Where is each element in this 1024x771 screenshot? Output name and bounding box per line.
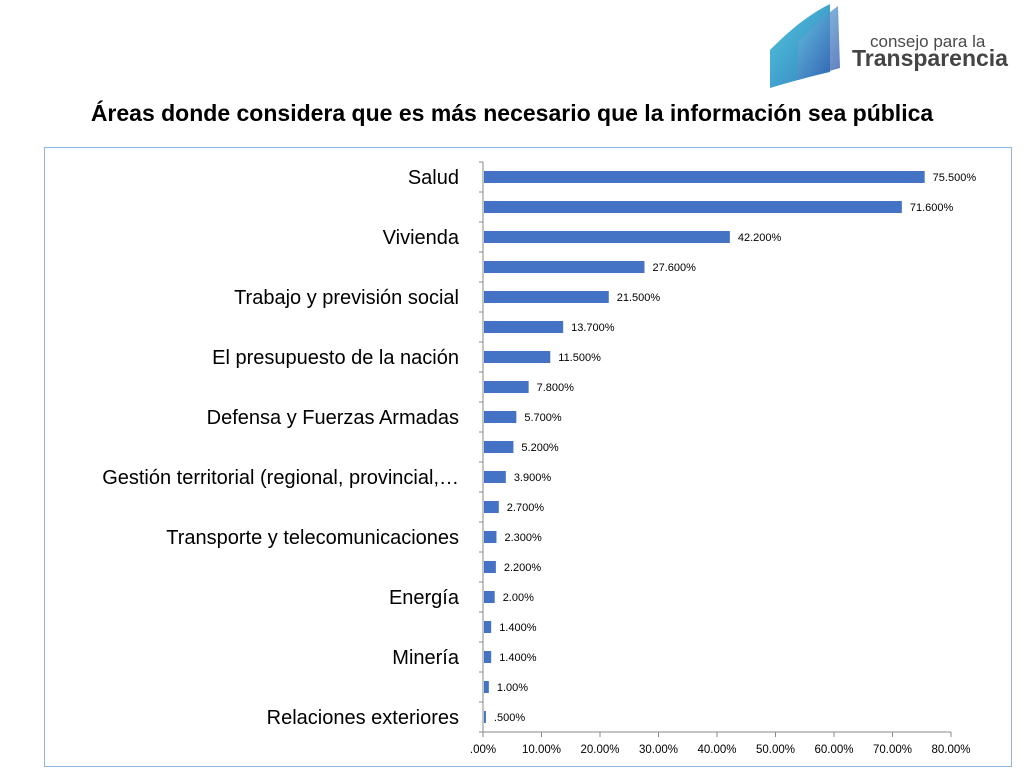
bar (484, 591, 495, 603)
data-label: 5.700% (524, 412, 562, 424)
bar-chart: 75.500% Salud 71.600% 42.200% Vivienda 27.600… (102, 161, 977, 756)
x-tick-label: 20.00% (580, 744, 619, 756)
bar (484, 681, 489, 693)
bar (484, 471, 506, 483)
data-label: .500% (494, 712, 525, 724)
category-label: Gestión territorial (regional, provincia… (102, 467, 459, 489)
x-tick-label: 80.00% (931, 744, 970, 756)
data-label: 2.300% (504, 532, 542, 544)
data-label: 2.200% (504, 562, 542, 574)
data-label: 7.800% (537, 382, 575, 394)
data-label: 2.00% (503, 592, 534, 604)
bar (484, 561, 496, 573)
category-label: Transporte y telecomunicaciones (166, 527, 459, 549)
bar (484, 501, 499, 513)
x-tick-label: 60.00% (814, 744, 853, 756)
bar (484, 411, 517, 423)
bar (484, 231, 730, 243)
category-label: Trabajo y previsión social (234, 287, 459, 309)
bar (484, 711, 486, 723)
x-tick-label: 10.00% (522, 744, 561, 756)
bar (484, 531, 497, 543)
data-label: 3.900% (514, 472, 552, 484)
x-tick-label: 70.00% (873, 744, 912, 756)
bar (484, 321, 564, 333)
consejo-transparencia-logo (770, 4, 840, 88)
x-tick-label: 40.00% (697, 744, 736, 756)
data-label: 1.00% (497, 682, 528, 694)
chart-frame: 75.500% Salud 71.600% 42.200% Vivienda 27.600… (44, 147, 1012, 767)
bar (484, 621, 492, 633)
bar (484, 171, 925, 183)
data-label: 5.200% (521, 442, 559, 454)
logo-text-line2: Transparencia (852, 45, 1008, 71)
category-label: El presupuesto de la nación (212, 347, 459, 369)
category-label: Minería (392, 647, 460, 669)
bar (484, 381, 529, 393)
bar (484, 201, 902, 213)
data-label: 1.400% (499, 622, 537, 634)
bar (484, 351, 551, 363)
category-label: Salud (408, 167, 459, 189)
data-label: 13.700% (571, 322, 615, 334)
x-tick-label: .00% (470, 744, 496, 756)
logo-text-line1: consejo para la (870, 32, 986, 51)
chart-title: Áreas donde considera que es más necesar… (90, 100, 934, 126)
data-label: 1.400% (499, 652, 537, 664)
bar (484, 291, 609, 303)
data-label: 27.600% (652, 262, 696, 274)
x-tick-label: 50.00% (756, 744, 795, 756)
data-label: 71.600% (910, 202, 954, 214)
data-label: 11.500% (558, 352, 601, 364)
data-label: 42.200% (738, 232, 782, 244)
category-label: Relaciones exteriores (267, 707, 459, 729)
bar (484, 441, 514, 453)
bar (484, 651, 492, 663)
data-label: 2.700% (507, 502, 545, 514)
data-label: 21.500% (617, 292, 661, 304)
data-label: 75.500% (933, 172, 977, 184)
category-label: Energía (389, 587, 460, 609)
category-label: Vivienda (383, 227, 460, 249)
category-label: Defensa y Fuerzas Armadas (207, 407, 459, 429)
x-tick-label: 30.00% (639, 744, 678, 756)
bar (484, 261, 645, 273)
